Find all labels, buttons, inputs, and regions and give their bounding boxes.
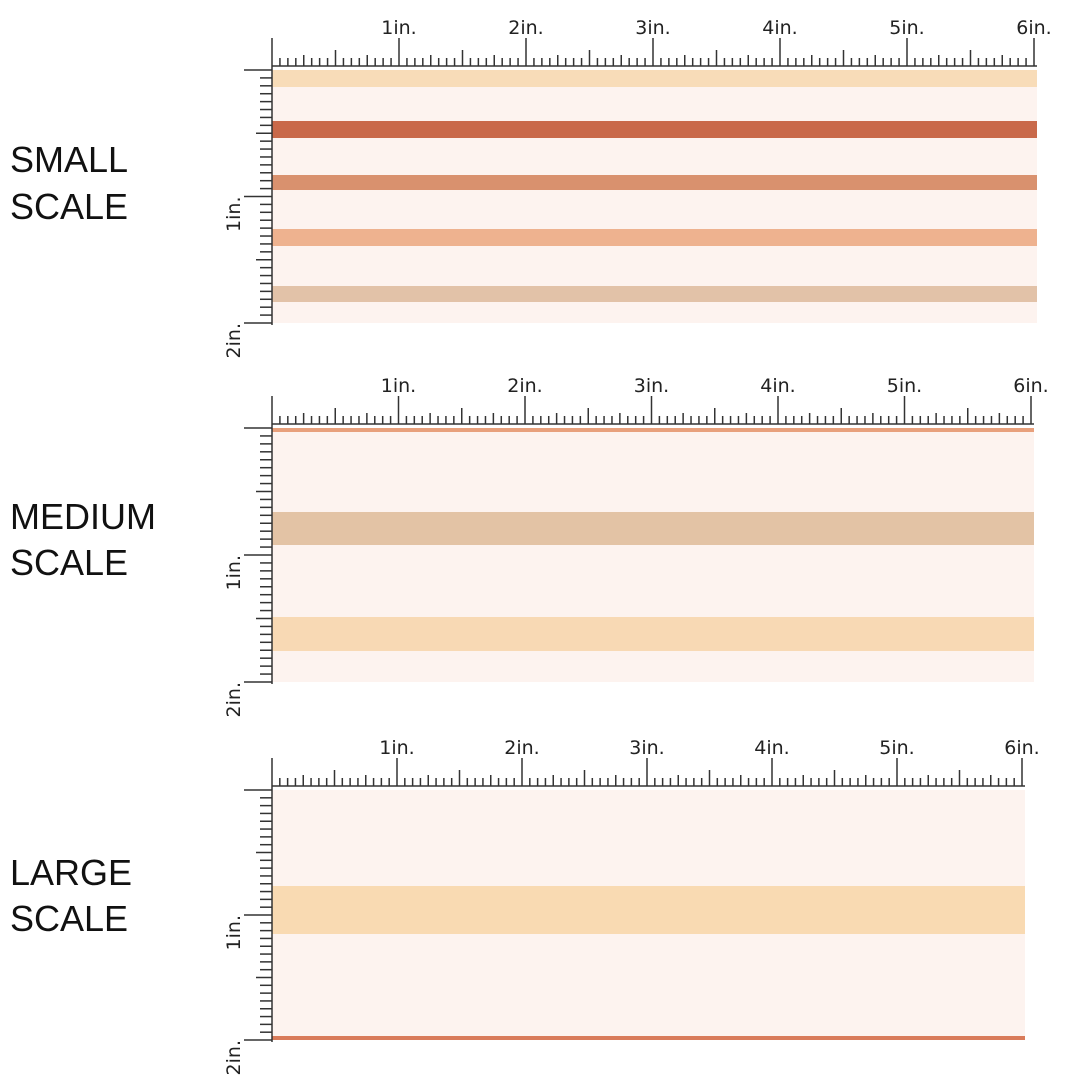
- ruler-label: 1in.: [381, 17, 416, 39]
- scale-label: SCALE: [10, 186, 128, 227]
- stripe: [272, 121, 1037, 138]
- ruler-label: 6in.: [1013, 375, 1048, 397]
- stripe: [272, 428, 1034, 432]
- ruler-label: 1in.: [223, 915, 245, 950]
- ruler-label: 5in.: [889, 17, 924, 39]
- scale-label: SCALE: [10, 542, 128, 583]
- ruler-label: 2in.: [223, 323, 245, 358]
- stripe: [272, 229, 1037, 246]
- stripe: [272, 1036, 1025, 1040]
- fabric-swatch: [272, 70, 1037, 323]
- ruler-label: 2in.: [507, 375, 542, 397]
- ruler-label: 2in.: [223, 682, 245, 717]
- stripe: [272, 512, 1034, 545]
- ruler-label: 3in.: [634, 375, 669, 397]
- scale-label: MEDIUM: [10, 496, 156, 537]
- ruler-label: 3in.: [635, 17, 670, 39]
- stripe: [272, 617, 1034, 651]
- ruler-label: 1in.: [381, 375, 416, 397]
- ruler-label: 6in.: [1016, 17, 1051, 39]
- ruler-label: 1in.: [223, 555, 245, 590]
- ruler-label: 1in.: [379, 737, 414, 759]
- stripe: [272, 286, 1037, 302]
- ruler-label: 5in.: [879, 737, 914, 759]
- ruler-label: 2in.: [504, 737, 539, 759]
- scale-label: SCALE: [10, 898, 128, 939]
- ruler-label: 3in.: [629, 737, 664, 759]
- ruler-label: 6in.: [1004, 737, 1039, 759]
- stripe: [272, 886, 1025, 934]
- stripe: [272, 70, 1037, 87]
- scale-label: SMALL: [10, 139, 128, 180]
- ruler-label: 2in.: [223, 1040, 245, 1075]
- ruler-label: 4in.: [754, 737, 789, 759]
- ruler-label: 1in.: [223, 197, 245, 232]
- stripe: [272, 175, 1037, 190]
- ruler-label: 5in.: [887, 375, 922, 397]
- scale-label: LARGE: [10, 852, 132, 893]
- ruler-label: 4in.: [760, 375, 795, 397]
- ruler-label: 4in.: [762, 17, 797, 39]
- ruler-label: 2in.: [508, 17, 543, 39]
